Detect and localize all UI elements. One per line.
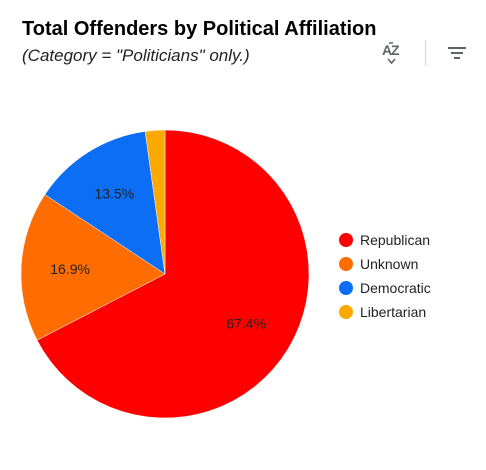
pie-slice-democratic[interactable] (44, 131, 166, 275)
slice-label-unknown: 16.9% (50, 261, 90, 277)
sort-az-icon: A Z (382, 42, 400, 65)
sort-button[interactable]: A Z (376, 37, 408, 69)
legend-swatch (339, 257, 353, 271)
pie-slice-unknown[interactable] (20, 194, 166, 341)
legend-label: Democratic (360, 280, 431, 296)
slice-label-republican: 67.4% (226, 315, 266, 331)
legend-label: Libertarian (360, 304, 427, 320)
legend-item-democratic[interactable]: Democratic (339, 276, 479, 300)
legend-swatch (339, 233, 353, 247)
svg-text:Z: Z (391, 42, 400, 58)
legend-swatch (339, 305, 353, 319)
toolbar-separator (425, 40, 426, 66)
chart-title: Total Offenders by Political Affiliation (22, 18, 377, 40)
pie-slice-republican[interactable] (36, 129, 310, 419)
chart-subtitle: (Category = "Politicians" only.) (22, 46, 250, 65)
slice-label-democratic: 13.5% (94, 186, 134, 202)
legend-item-republican[interactable]: Republican (339, 228, 479, 252)
pie-slice-libertarian[interactable] (144, 129, 166, 275)
legend-swatch (339, 281, 353, 295)
legend-label: Republican (360, 232, 431, 248)
filter-icon (448, 47, 466, 59)
legend: Republican Unknown Democratic Libertarian (339, 228, 479, 324)
filter-button[interactable] (441, 37, 473, 69)
svg-text:A: A (382, 42, 392, 58)
legend-label: Unknown (360, 256, 419, 272)
legend-item-libertarian[interactable]: Libertarian (339, 300, 479, 324)
legend-item-unknown[interactable]: Unknown (339, 252, 479, 276)
